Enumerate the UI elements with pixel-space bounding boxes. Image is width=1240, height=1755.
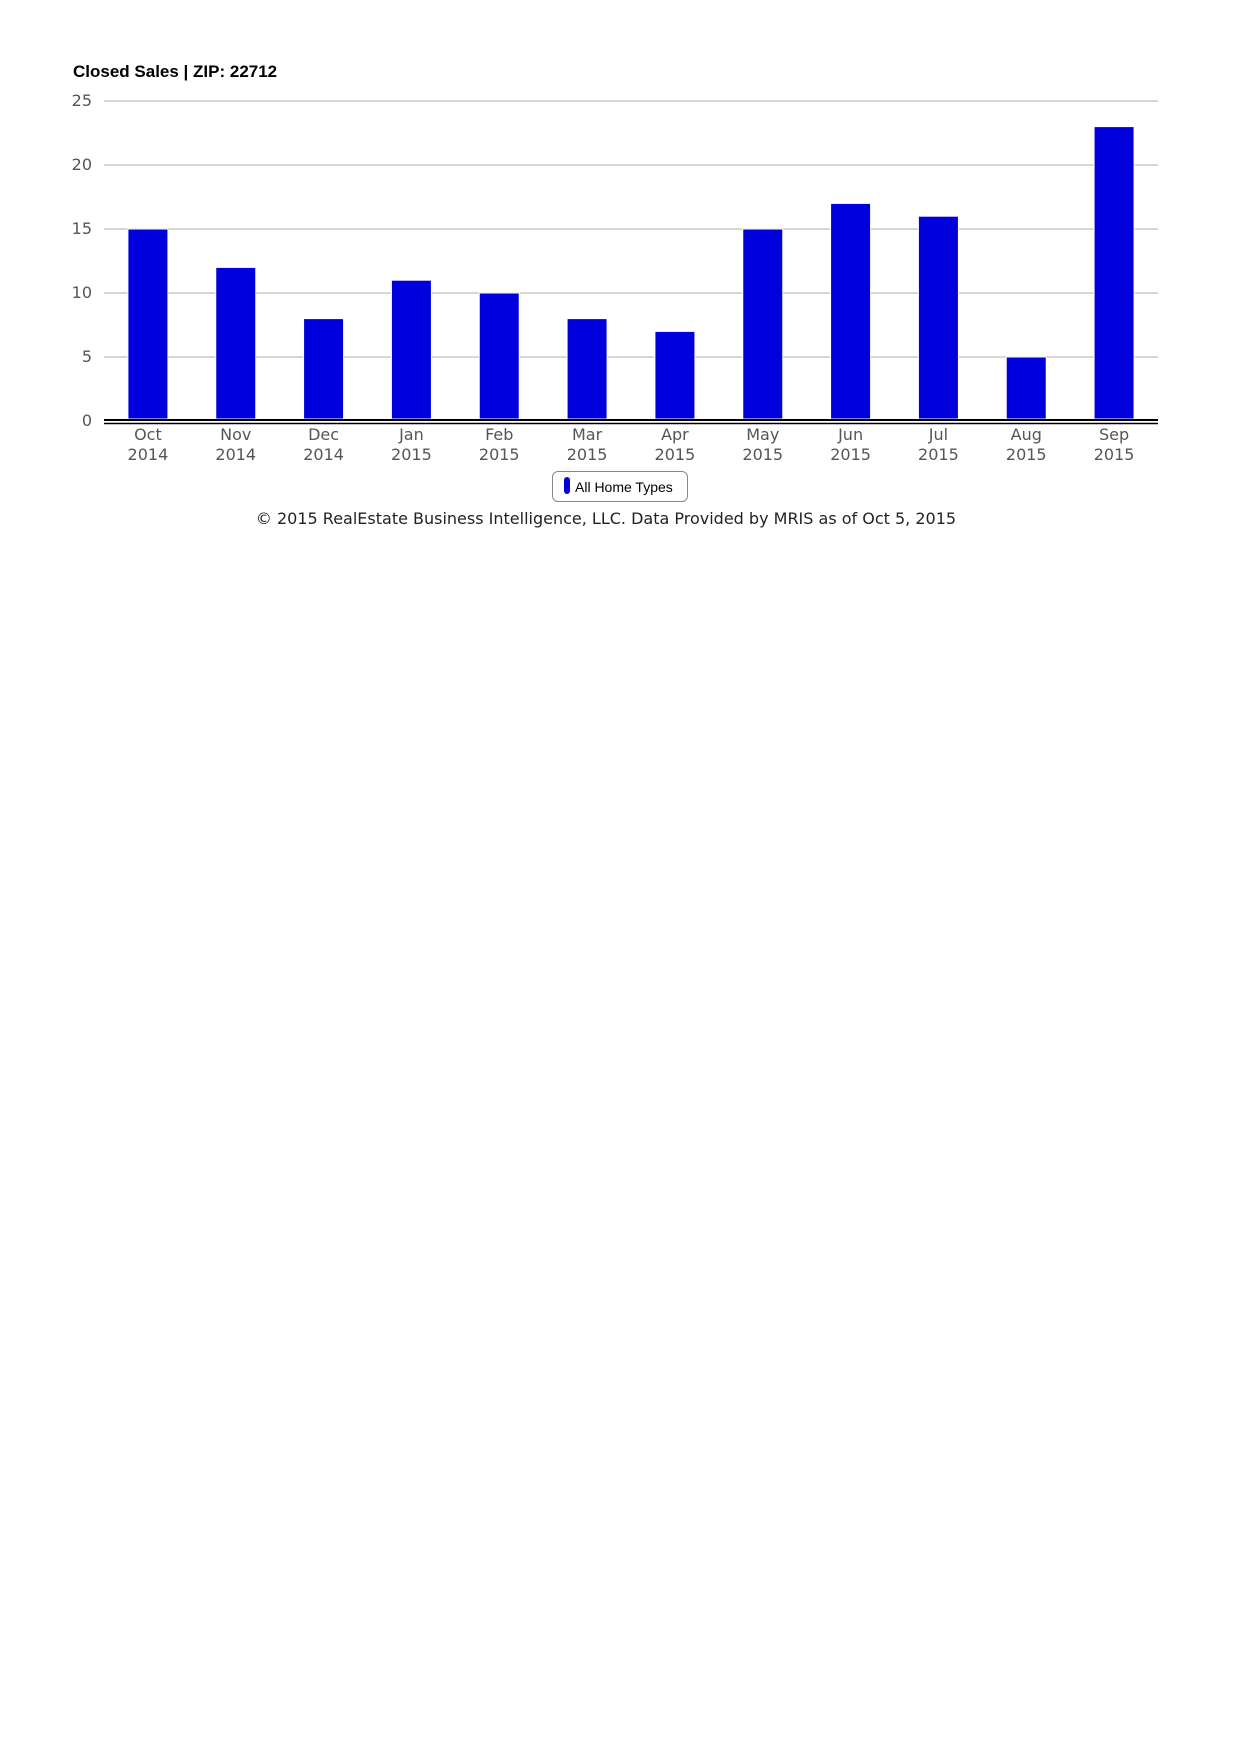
- grid-lines: [104, 100, 1158, 358]
- y-tick-label: 10: [72, 283, 92, 302]
- bars: [127, 126, 1135, 420]
- bar: [742, 228, 784, 420]
- x-tick-label: Apr 2015: [655, 425, 696, 464]
- x-axis: [104, 419, 1158, 425]
- bar-chart: 0 5 10 15 20 25 Oct 2014 Nov 2014 Dec 2014 Jan 2015 F…: [72, 91, 1158, 464]
- x-tick-label: Jan 2015: [391, 425, 432, 464]
- bar: [654, 330, 696, 420]
- y-tick-label: 5: [82, 347, 92, 366]
- y-axis-ticks: 0 5 10 15 20 25: [72, 91, 92, 430]
- x-tick-label: May 2015: [742, 425, 783, 464]
- y-tick-label: 0: [82, 411, 92, 430]
- bar: [478, 292, 520, 420]
- legend-swatch: [564, 477, 570, 494]
- legend-label: All Home Types: [575, 479, 673, 495]
- y-tick-label: 25: [72, 91, 92, 110]
- x-tick-label: Nov 2014: [215, 425, 256, 464]
- chart-title: Closed Sales | ZIP: 22712: [73, 62, 278, 81]
- bar: [566, 318, 608, 420]
- x-tick-label: Oct 2014: [128, 425, 169, 464]
- x-tick-label: Dec 2014: [303, 425, 344, 464]
- x-tick-label: Aug 2015: [1006, 425, 1047, 464]
- x-tick-label: Sep 2015: [1094, 425, 1135, 464]
- copyright-footer: © 2015 RealEstate Business Intelligence,…: [255, 509, 957, 528]
- bar: [303, 318, 345, 420]
- y-tick-label: 20: [72, 155, 92, 174]
- bar: [1005, 356, 1047, 420]
- legend: All Home Types: [552, 471, 688, 502]
- bar: [1093, 126, 1135, 420]
- x-axis-ticks: Oct 2014 Nov 2014 Dec 2014 Jan 2015 Feb 2015 Mar 20…: [128, 425, 1135, 464]
- bar: [390, 279, 432, 420]
- bar: [215, 266, 257, 420]
- y-tick-label: 15: [72, 219, 92, 238]
- bar: [830, 202, 872, 420]
- x-tick-label: Feb 2015: [479, 425, 520, 464]
- x-tick-label: Jul 2015: [918, 425, 959, 464]
- bar: [127, 228, 169, 420]
- x-tick-label: Mar 2015: [567, 425, 608, 464]
- bar: [917, 215, 959, 420]
- x-tick-label: Jun 2015: [830, 425, 871, 464]
